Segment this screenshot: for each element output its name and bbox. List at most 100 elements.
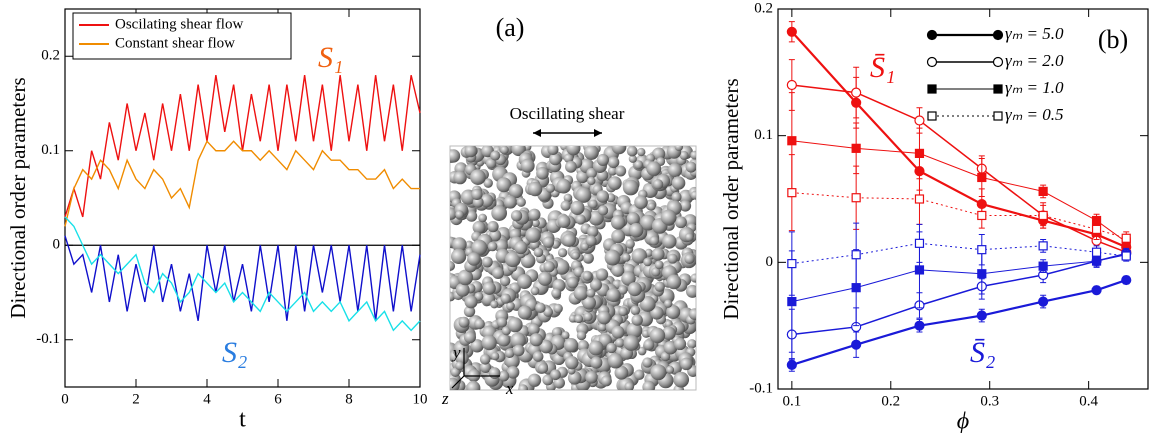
x-tick-label: 8 — [345, 391, 353, 407]
series-line — [64, 216, 421, 332]
particle — [588, 199, 598, 209]
particle — [458, 316, 470, 328]
marker — [914, 194, 925, 204]
particle — [690, 150, 696, 160]
marker — [1121, 251, 1131, 261]
particle — [528, 208, 541, 221]
particle — [563, 193, 573, 203]
particle — [652, 147, 666, 161]
particle — [628, 222, 644, 238]
particle — [532, 351, 544, 362]
particle — [643, 339, 655, 351]
marker — [787, 259, 797, 269]
particle — [470, 339, 484, 353]
particle — [667, 253, 678, 264]
particle — [597, 310, 611, 325]
particle — [660, 351, 671, 362]
particle — [590, 356, 603, 369]
particle — [598, 322, 607, 332]
marker — [786, 79, 797, 91]
particle — [500, 293, 511, 304]
particle — [614, 365, 629, 380]
particle — [666, 304, 681, 320]
marker — [1091, 247, 1102, 257]
particle — [646, 161, 662, 176]
y-axis-label: Directional order parameters — [6, 77, 30, 318]
x-tick-label: 2 — [132, 391, 140, 407]
y-tick-label: 0 — [53, 237, 61, 253]
marker — [976, 310, 987, 321]
particle — [452, 237, 467, 252]
particle — [455, 210, 464, 219]
particle — [671, 176, 686, 190]
particle — [488, 367, 501, 379]
particle — [587, 225, 599, 238]
particle — [467, 252, 481, 266]
particle — [489, 229, 502, 242]
legend-label: γₘ = 5.0 — [1005, 24, 1064, 43]
marker — [977, 210, 987, 221]
particle — [628, 154, 637, 163]
x-tick-label: 10 — [413, 391, 428, 407]
particle — [607, 176, 622, 191]
particle — [606, 288, 621, 303]
particle — [453, 170, 467, 185]
particle — [660, 209, 677, 226]
particle — [671, 191, 682, 203]
marker — [851, 87, 862, 98]
particle — [574, 314, 584, 324]
particle — [649, 327, 666, 344]
marker — [977, 269, 987, 279]
series-line — [64, 235, 421, 321]
particle — [542, 374, 554, 386]
legend-marker — [992, 29, 1004, 41]
particle — [607, 166, 618, 176]
particle — [586, 167, 597, 179]
particle — [623, 335, 640, 351]
particle — [606, 342, 617, 354]
particle — [643, 257, 652, 267]
legend-label: Oscilating shear flow — [115, 16, 243, 32]
particle — [464, 295, 478, 309]
particle — [674, 216, 687, 229]
legend-marker — [927, 111, 937, 121]
particle — [649, 235, 660, 246]
particle — [450, 149, 461, 163]
particle — [450, 248, 467, 265]
particle — [450, 260, 456, 271]
x-axis-label: ϕ — [957, 409, 969, 434]
particle — [512, 344, 525, 357]
particle — [575, 214, 586, 225]
particle — [517, 305, 532, 320]
particle — [533, 247, 544, 258]
x-tick-label: 0.1 — [782, 393, 801, 409]
particle — [596, 190, 610, 203]
particle — [586, 288, 596, 298]
marker — [787, 136, 797, 146]
particle — [611, 146, 627, 155]
particle — [520, 158, 535, 173]
marker — [787, 188, 797, 198]
particle — [624, 381, 635, 390]
particle — [487, 220, 499, 233]
particle — [557, 215, 571, 229]
particle — [479, 361, 492, 373]
particle — [466, 380, 481, 390]
annotation: S̄₁ — [870, 51, 895, 84]
particle — [527, 181, 543, 197]
particle — [490, 300, 499, 309]
marker — [1038, 241, 1048, 251]
particle — [498, 370, 510, 382]
x-tick-label: 0 — [61, 391, 69, 407]
particle — [491, 205, 508, 221]
particle — [583, 312, 593, 322]
particle — [507, 317, 523, 333]
marker — [1091, 224, 1102, 234]
particle — [481, 335, 497, 351]
particle — [557, 248, 568, 258]
particle — [637, 147, 646, 157]
particle — [478, 213, 487, 223]
particle — [585, 235, 597, 247]
legend-box — [72, 12, 292, 60]
